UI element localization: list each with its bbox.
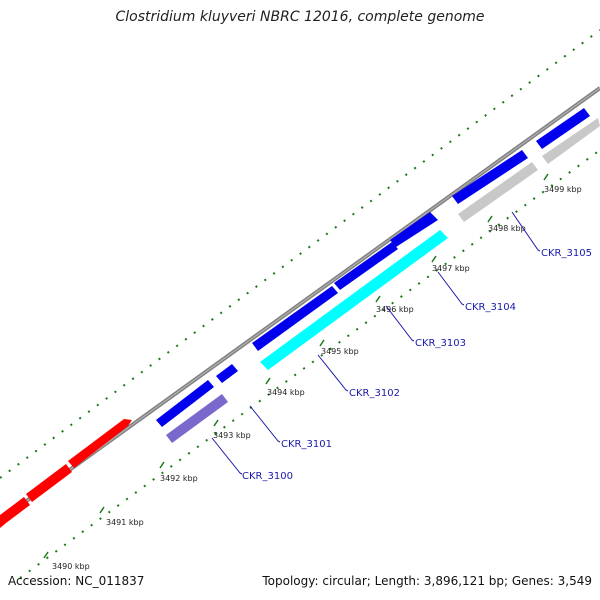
leader-line xyxy=(211,437,243,475)
gene-forward xyxy=(334,242,398,290)
gene-reverse-cyan xyxy=(260,230,448,370)
forward-strand-genes xyxy=(156,108,590,427)
tick-label: 3499 kbp xyxy=(544,185,582,194)
tick-label: 3498 kbp xyxy=(488,224,526,233)
tick-labels: 3490 kbp 3491 kbp 3492 kbp 3493 kbp 3494… xyxy=(52,185,582,571)
leader-line xyxy=(317,354,349,392)
tick-label: 3493 kbp xyxy=(213,431,251,440)
tick-label: 3491 kbp xyxy=(106,518,144,527)
gene-reverse-red xyxy=(68,419,132,468)
gene-label: CKR_3101 xyxy=(281,439,332,450)
gene-label: CKR_3104 xyxy=(465,302,516,313)
gene-forward xyxy=(536,108,590,149)
gene-label-leaders xyxy=(211,211,541,475)
gene-label: CKR_3100 xyxy=(242,471,293,482)
tick-mark xyxy=(213,419,219,427)
outer-dotted-scale xyxy=(0,29,600,479)
tick-mark xyxy=(431,255,437,263)
gene-forward xyxy=(156,380,214,427)
leader-line xyxy=(437,271,465,306)
gene-label: CKR_3102 xyxy=(349,388,400,399)
gene-reverse-gray xyxy=(542,118,600,164)
accession-label: Accession: NC_011837 xyxy=(8,574,145,588)
gene-reverse-gray xyxy=(458,162,538,222)
leader-line xyxy=(385,305,415,342)
gene-forward xyxy=(390,212,438,247)
tick-mark xyxy=(375,295,381,303)
scale-ticks xyxy=(43,173,549,559)
leader-line xyxy=(249,405,281,443)
map-title: Clostridium kluyveri NBRC 12016, complet… xyxy=(115,9,485,25)
tick-mark xyxy=(319,339,325,347)
tick-mark xyxy=(543,173,549,181)
gene-label: CKR_3103 xyxy=(415,338,466,349)
reverse-strand-genes xyxy=(0,118,600,528)
tick-mark xyxy=(43,551,49,559)
tick-label: 3496 kbp xyxy=(376,305,414,314)
gene-reverse-red xyxy=(26,464,72,502)
tick-label: 3497 kbp xyxy=(432,264,470,273)
gene-label: CKR_3105 xyxy=(541,248,592,259)
tick-label: 3490 kbp xyxy=(52,562,90,571)
gene-labels: CKR_3100 CKR_3101 CKR_3102 CKR_3103 CKR_… xyxy=(242,248,592,482)
leader-line xyxy=(511,211,541,252)
tick-mark xyxy=(487,215,493,223)
tick-label: 3495 kbp xyxy=(321,347,359,356)
gene-forward xyxy=(252,286,338,351)
tick-label: 3492 kbp xyxy=(160,474,198,483)
gene-forward xyxy=(216,364,238,383)
gene-reverse-purple xyxy=(166,394,228,443)
gene-reverse-red xyxy=(0,497,30,528)
gene-forward xyxy=(452,150,528,204)
tick-label: 3494 kbp xyxy=(267,388,305,397)
tick-mark xyxy=(159,461,165,469)
tick-mark xyxy=(265,377,271,385)
genome-summary: Topology: circular; Length: 3,896,121 bp… xyxy=(262,574,592,588)
tick-mark xyxy=(99,506,105,514)
